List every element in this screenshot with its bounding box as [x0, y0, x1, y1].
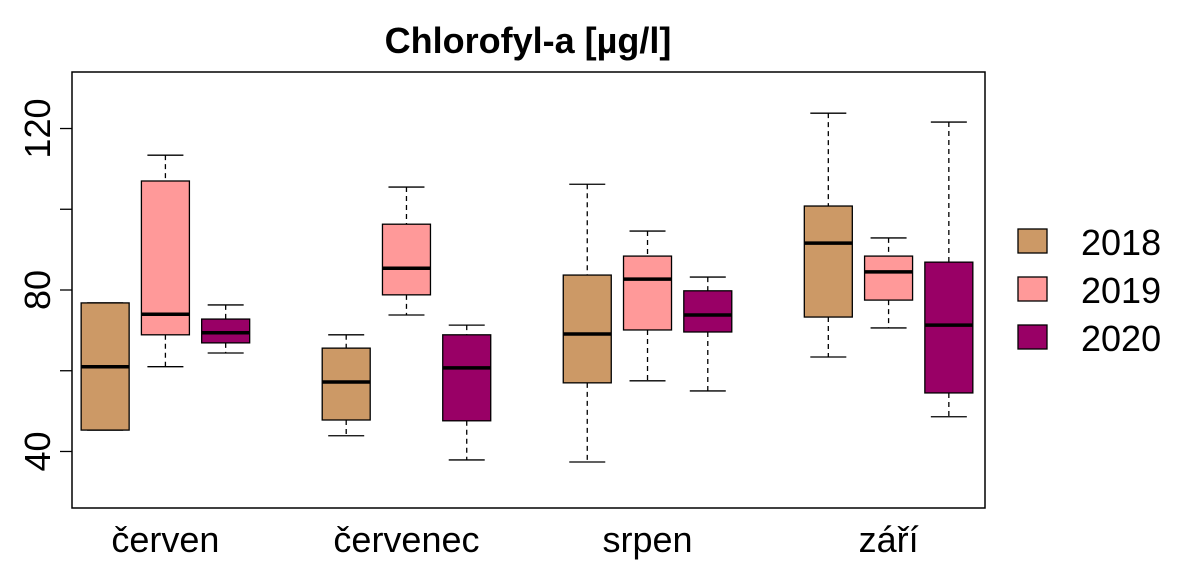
- legend-label-2020: 2020: [1081, 318, 1161, 359]
- legend-label-2019: 2019: [1081, 270, 1161, 311]
- box-2018-0: [80, 302, 130, 431]
- box-2019-3: [863, 237, 914, 329]
- box-body: [442, 334, 492, 422]
- box-body: [321, 347, 371, 421]
- box-body: [562, 274, 612, 384]
- y-tick-label: 80: [17, 270, 58, 310]
- box-body: [381, 223, 432, 296]
- box-body: [863, 255, 914, 301]
- legend-label-2018: 2018: [1081, 222, 1161, 263]
- chart-title: Chlorofyl-a [µg/l]: [385, 20, 672, 61]
- box-body: [803, 205, 853, 318]
- box-body: [683, 290, 733, 333]
- box-2018-1: [321, 334, 371, 437]
- x-tick-label: srpen: [602, 519, 692, 560]
- y-tick-label: 40: [17, 431, 58, 471]
- box-2019-0: [140, 154, 191, 368]
- x-tick-label: červenec: [333, 519, 479, 560]
- box-2020-2: [683, 276, 733, 392]
- box-body: [622, 255, 673, 331]
- legend-swatch-2020: [1017, 324, 1048, 350]
- legend: 2018 2019 2020: [1017, 222, 1161, 359]
- box-2020-1: [442, 324, 492, 461]
- box-body: [924, 261, 974, 394]
- box-2018-3: [803, 112, 853, 358]
- x-tick-label: červen: [111, 519, 219, 560]
- box-body: [140, 180, 191, 336]
- box-2020-3: [924, 121, 974, 418]
- legend-swatch-2019: [1017, 276, 1048, 302]
- y-tick-label: 120: [17, 98, 58, 158]
- box-2018-2: [562, 183, 612, 463]
- legend-swatch-2018: [1017, 228, 1048, 254]
- box-2019-2: [622, 230, 673, 382]
- box-body: [201, 318, 251, 344]
- box-2019-1: [381, 186, 432, 316]
- x-tick-label: září: [859, 519, 919, 560]
- box-2020-0: [201, 304, 251, 354]
